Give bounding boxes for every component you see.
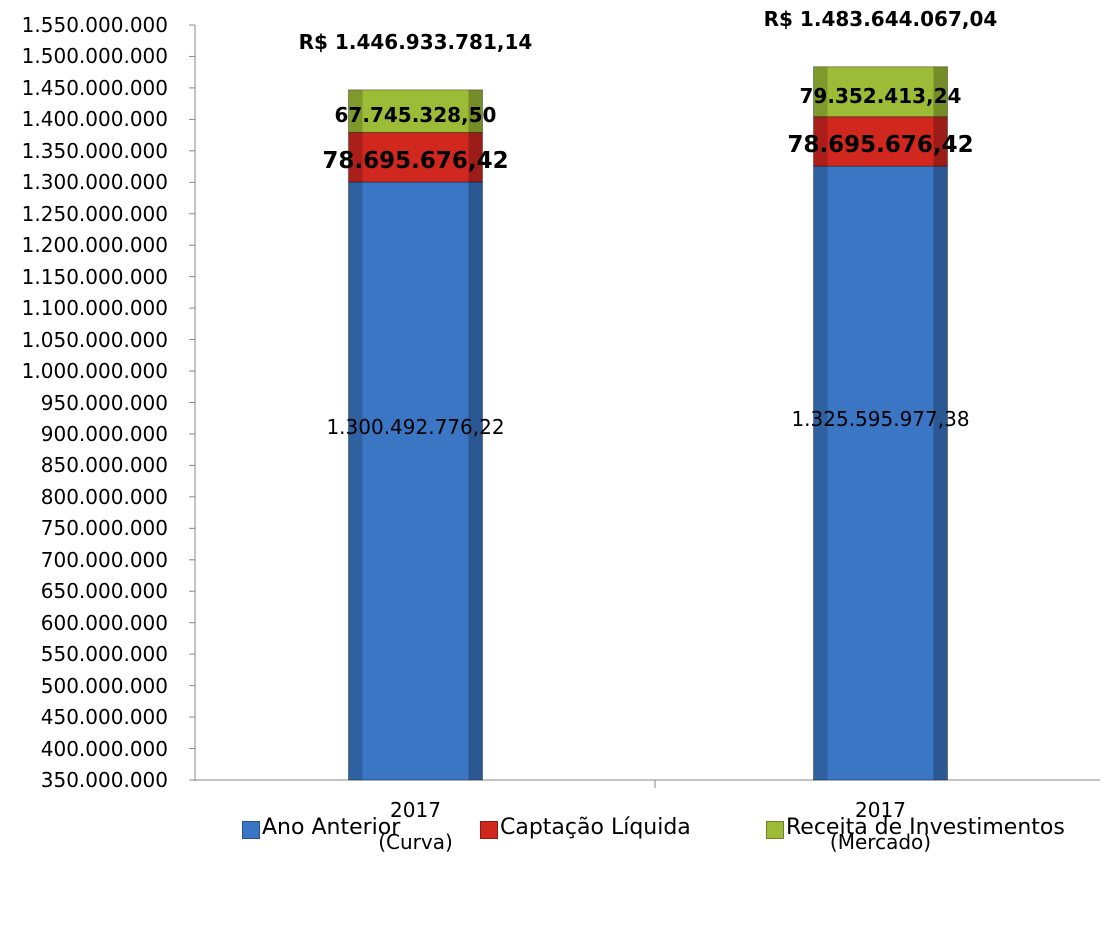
y-tick-label: 500.000.000 (40, 673, 168, 698)
bar-shade (933, 116, 948, 167)
bar-segment (348, 131, 483, 183)
y-tick-label: 1.050.000.000 (21, 327, 168, 352)
y-tick-label: 1.350.000.000 (21, 138, 168, 163)
y-tick-label: 700.000.000 (40, 547, 168, 572)
bar-segment (813, 66, 948, 118)
y-tick-label: 1.550.000.000 (21, 13, 168, 37)
bar-segment (348, 181, 483, 781)
y-tick-label: 850.000.000 (40, 453, 168, 478)
y-tick-label: 350.000.000 (40, 768, 168, 792)
y-tick-label: 450.000.000 (40, 705, 168, 730)
bar-shade (813, 66, 828, 117)
total-label: R$ 1.483.644.067,04 (763, 6, 998, 31)
bar-shade (348, 89, 363, 133)
bar-shade (813, 116, 828, 167)
legend-swatch (242, 821, 260, 839)
y-tick-label: 1.250.000.000 (21, 201, 168, 226)
total-label: R$ 1.446.933.781,14 (298, 29, 533, 54)
legend-label: Receita de Investimentos (786, 815, 1065, 840)
y-tick-label: 750.000.000 (40, 516, 168, 541)
bar-shade (933, 66, 948, 117)
y-tick-label: 1.000.000.000 (21, 359, 168, 384)
y-tick-label: 1.200.000.000 (21, 233, 168, 258)
y-tick-label: 550.000.000 (40, 642, 168, 667)
bar-shade (813, 166, 828, 781)
y-tick-label: 800.000.000 (40, 484, 168, 509)
y-tick-label: 1.150.000.000 (21, 264, 168, 289)
data-label: 78.695.676,42 (322, 148, 509, 175)
x-tick-label: 2017 (Mercado) (829, 798, 932, 854)
legend-label: Ano Anterior (262, 815, 401, 840)
legend-label: Captação Líquida (500, 815, 691, 840)
bar-shade (933, 166, 948, 781)
bar-shade (468, 132, 483, 182)
bar-shade (468, 89, 483, 133)
data-label: 67.745.328,50 (334, 103, 497, 128)
y-tick-label: 1.100.000.000 (21, 296, 168, 321)
y-tick-label: 1.400.000.000 (21, 107, 168, 132)
y-tick-label: 950.000.000 (40, 390, 168, 415)
y-tick-label: 1.300.000.000 (21, 170, 168, 195)
y-tick-label: 400.000.000 (40, 736, 168, 761)
bar-segment (348, 89, 483, 133)
data-label: 78.695.676,42 (787, 132, 974, 159)
legend-swatch (766, 821, 784, 839)
y-tick-label: 1.450.000.000 (21, 75, 168, 100)
data-label: 1.325.595.977,38 (791, 407, 970, 432)
x-tick-label: 2017 (Curva) (378, 798, 453, 854)
data-label: 1.300.492.776,22 (326, 414, 505, 439)
bar-shade (348, 132, 363, 182)
y-tick-label: 600.000.000 (40, 610, 168, 635)
data-label: 79.352.413,24 (799, 83, 962, 108)
y-tick-label: 900.000.000 (40, 421, 168, 446)
y-tick-label: 650.000.000 (40, 579, 168, 604)
y-tick-label: 1.500.000.000 (21, 44, 168, 69)
bar-segment (813, 116, 948, 167)
bar-shade (348, 181, 363, 780)
legend-swatch (480, 821, 498, 839)
bar-shade (468, 181, 483, 780)
bar-segment (813, 165, 948, 781)
